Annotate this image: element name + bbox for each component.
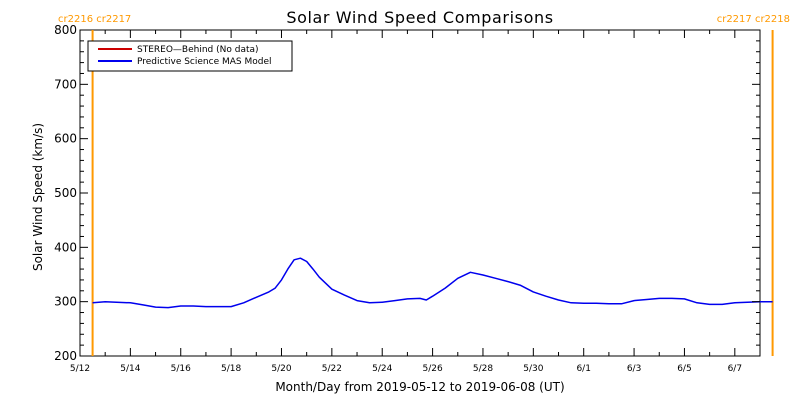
y-tick-label: 400 bbox=[54, 240, 77, 254]
y-axis-label: Solar Wind Speed (km/s) bbox=[31, 123, 45, 271]
x-tick-label: 5/12 bbox=[70, 364, 90, 374]
x-tick-label: 5/18 bbox=[221, 364, 241, 374]
x-tick-label: 6/1 bbox=[576, 364, 590, 374]
y-tick-label: 200 bbox=[54, 349, 77, 363]
x-tick-label: 5/30 bbox=[523, 364, 543, 374]
data-series bbox=[92, 257, 773, 309]
y-axis: 200 300 400 500 600 700 800 bbox=[54, 23, 760, 363]
plot-area: cr2216 cr2217 cr2217 cr2218 200 300 400 500 6… bbox=[54, 14, 790, 374]
y-tick-label: 700 bbox=[54, 77, 77, 91]
legend: STEREO—Behind (No data) Predictive Scien… bbox=[87, 40, 293, 72]
x-tick-label: 5/26 bbox=[422, 364, 442, 374]
legend-label-mas-model: Predictive Science MAS Model bbox=[137, 57, 272, 67]
x-tick-label: 5/20 bbox=[271, 364, 291, 374]
series-line-mas-model bbox=[92, 257, 773, 309]
y-tick-label: 600 bbox=[54, 132, 77, 146]
carrington-marker-label: cr2216 cr2217 bbox=[58, 14, 131, 25]
x-tick-label: 6/7 bbox=[728, 364, 742, 374]
y-tick-label: 800 bbox=[54, 23, 77, 37]
chart-title: Solar Wind Speed Comparisons bbox=[286, 8, 553, 27]
x-axis: 5/12 5/14 5/16 5/18 5/20 5/22 5/24 5/26 5/28 5/30… bbox=[70, 30, 742, 374]
x-tick-label: 6/3 bbox=[627, 364, 641, 374]
x-tick-label: 5/16 bbox=[171, 364, 191, 374]
x-tick-label: 5/14 bbox=[120, 364, 140, 374]
carrington-marker-label: cr2217 cr2218 bbox=[717, 14, 790, 25]
y-tick-label: 500 bbox=[54, 186, 77, 200]
legend-box bbox=[87, 40, 293, 72]
x-tick-label: 6/5 bbox=[677, 364, 691, 374]
x-tick-label: 5/24 bbox=[372, 364, 392, 374]
x-tick-label: 5/22 bbox=[322, 364, 342, 374]
x-tick-label: 5/28 bbox=[473, 364, 493, 374]
x-axis-label: Month/Day from 2019-05-12 to 2019-06-08 … bbox=[275, 380, 564, 394]
y-tick-label: 300 bbox=[54, 295, 77, 309]
plot-frame bbox=[79, 29, 761, 357]
legend-label-stereo: STEREO—Behind (No data) bbox=[137, 45, 259, 55]
